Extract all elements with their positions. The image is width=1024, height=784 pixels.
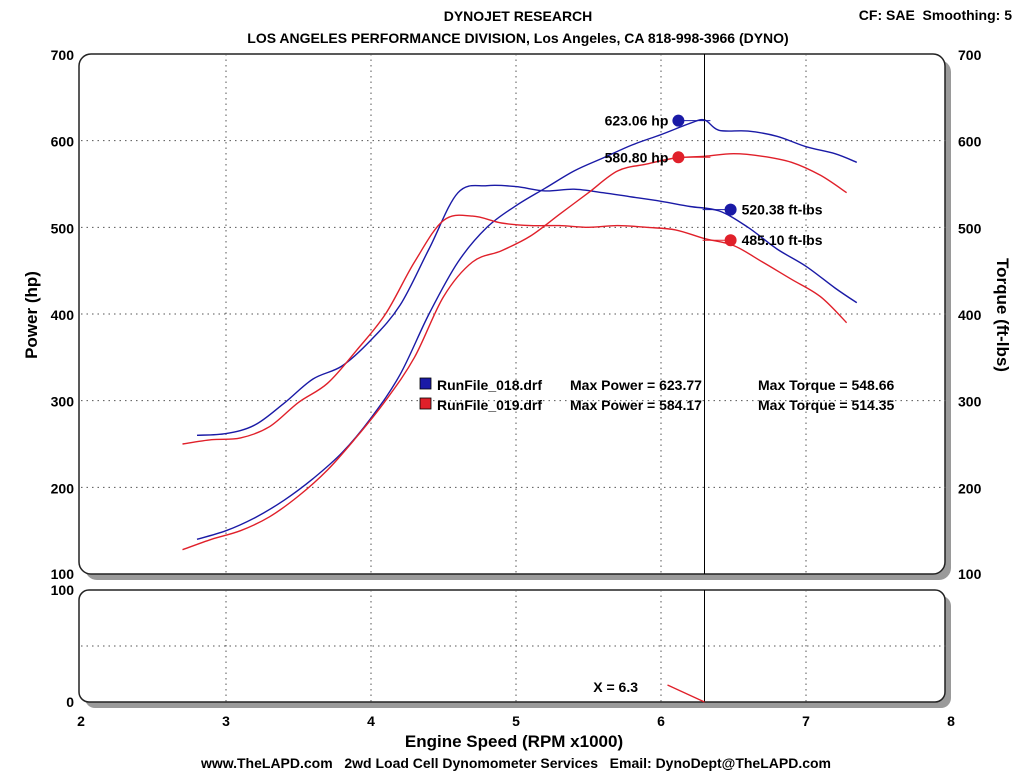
- legend-swatch-run019: [419, 397, 432, 410]
- y-axis-right-label: Torque (ft-lbs): [993, 258, 1012, 372]
- legend-max-torque-run019: Max Torque = 514.35: [758, 397, 895, 413]
- y-tick-label-left: 200: [51, 480, 75, 496]
- annotation-label: 623.06 hp: [605, 113, 669, 129]
- y-tick-label-left: 300: [51, 394, 75, 410]
- series-line-runfile-018-torque: [196, 184, 858, 436]
- annotation-label: 485.10 ft-lbs: [742, 232, 823, 248]
- settings-label: CF: SAE Smoothing: 5: [859, 7, 1012, 23]
- x-tick-label: 7: [802, 713, 810, 729]
- series-line-runfile-018-power: [196, 118, 858, 540]
- annotation-layer: 623.06 hp 580.80 hp 520.38 ft-lbs 485.10 ft…: [605, 113, 823, 249]
- legend-swatch-run018: [419, 377, 432, 390]
- x-tick-label: 2: [77, 713, 85, 729]
- y-axis-left-ticks: 100 200 300 400 500 600 700: [51, 47, 75, 582]
- legend-max-power-run018: Max Power = 623.77: [570, 377, 702, 393]
- lower-y-tick-label: 100: [51, 582, 75, 598]
- lower-y-tick-label: 0: [66, 694, 74, 710]
- series-line-runfile-019-power: [182, 152, 847, 551]
- x-axis-ticks: 2 3 4 5 6 7 8: [77, 713, 955, 729]
- series-line-runfile-019-torque: [182, 214, 848, 445]
- lower-axis-ticks: 0 100: [51, 582, 75, 710]
- y-tick-label-right: 200: [958, 480, 982, 496]
- x-axis-label: Engine Speed (RPM x1000): [405, 732, 623, 751]
- chart-title: DYNOJET RESEARCH: [444, 8, 593, 24]
- cursor-x-readout: X = 6.3: [593, 679, 638, 695]
- annotation-dot: [724, 234, 737, 247]
- y-tick-label-right: 600: [958, 134, 982, 150]
- grid-lines: [81, 54, 949, 702]
- annotation-dot: [672, 114, 685, 127]
- y-tick-label-right: 500: [958, 220, 982, 236]
- footer-text: www.TheLAPD.com 2wd Load Cell Dynomomete…: [200, 755, 831, 771]
- x-tick-label: 3: [222, 713, 230, 729]
- cursor-layer: X = 6.3: [593, 54, 705, 703]
- y-tick-label-left: 500: [51, 220, 75, 236]
- y-tick-label-left: 400: [51, 307, 75, 323]
- x-tick-label: 4: [367, 713, 375, 729]
- x-tick-label: 8: [947, 713, 955, 729]
- y-tick-label-right: 700: [958, 47, 982, 63]
- chart-subtitle: LOS ANGELES PERFORMANCE DIVISION, Los An…: [247, 30, 788, 46]
- series-layer: [182, 118, 858, 551]
- lower-panel-red-line: [667, 684, 705, 703]
- y-tick-label-left: 700: [51, 47, 75, 63]
- annotation-dot: [672, 151, 685, 164]
- y-tick-label-right: 400: [958, 307, 982, 323]
- legend-name-run018: RunFile_018.drf: [437, 377, 542, 393]
- legend-max-power-run019: Max Power = 584.17: [570, 397, 702, 413]
- legend-max-torque-run018: Max Torque = 548.66: [758, 377, 895, 393]
- y-tick-label-right: 100: [958, 566, 982, 582]
- x-tick-label: 6: [657, 713, 665, 729]
- y-tick-label-right: 300: [958, 394, 982, 410]
- annotation-label: 580.80 hp: [605, 149, 669, 165]
- y-tick-label-left: 100: [51, 566, 75, 582]
- annotation-dot: [724, 203, 737, 216]
- y-tick-label-left: 600: [51, 134, 75, 150]
- x-tick-label: 5: [512, 713, 520, 729]
- y-axis-left-label: Power (hp): [22, 271, 41, 359]
- annotation-label: 520.38 ft-lbs: [742, 202, 823, 218]
- legend-name-run019: RunFile_019.drf: [437, 397, 542, 413]
- y-axis-right-ticks: 100 200 300 400 500 600 700: [958, 47, 982, 582]
